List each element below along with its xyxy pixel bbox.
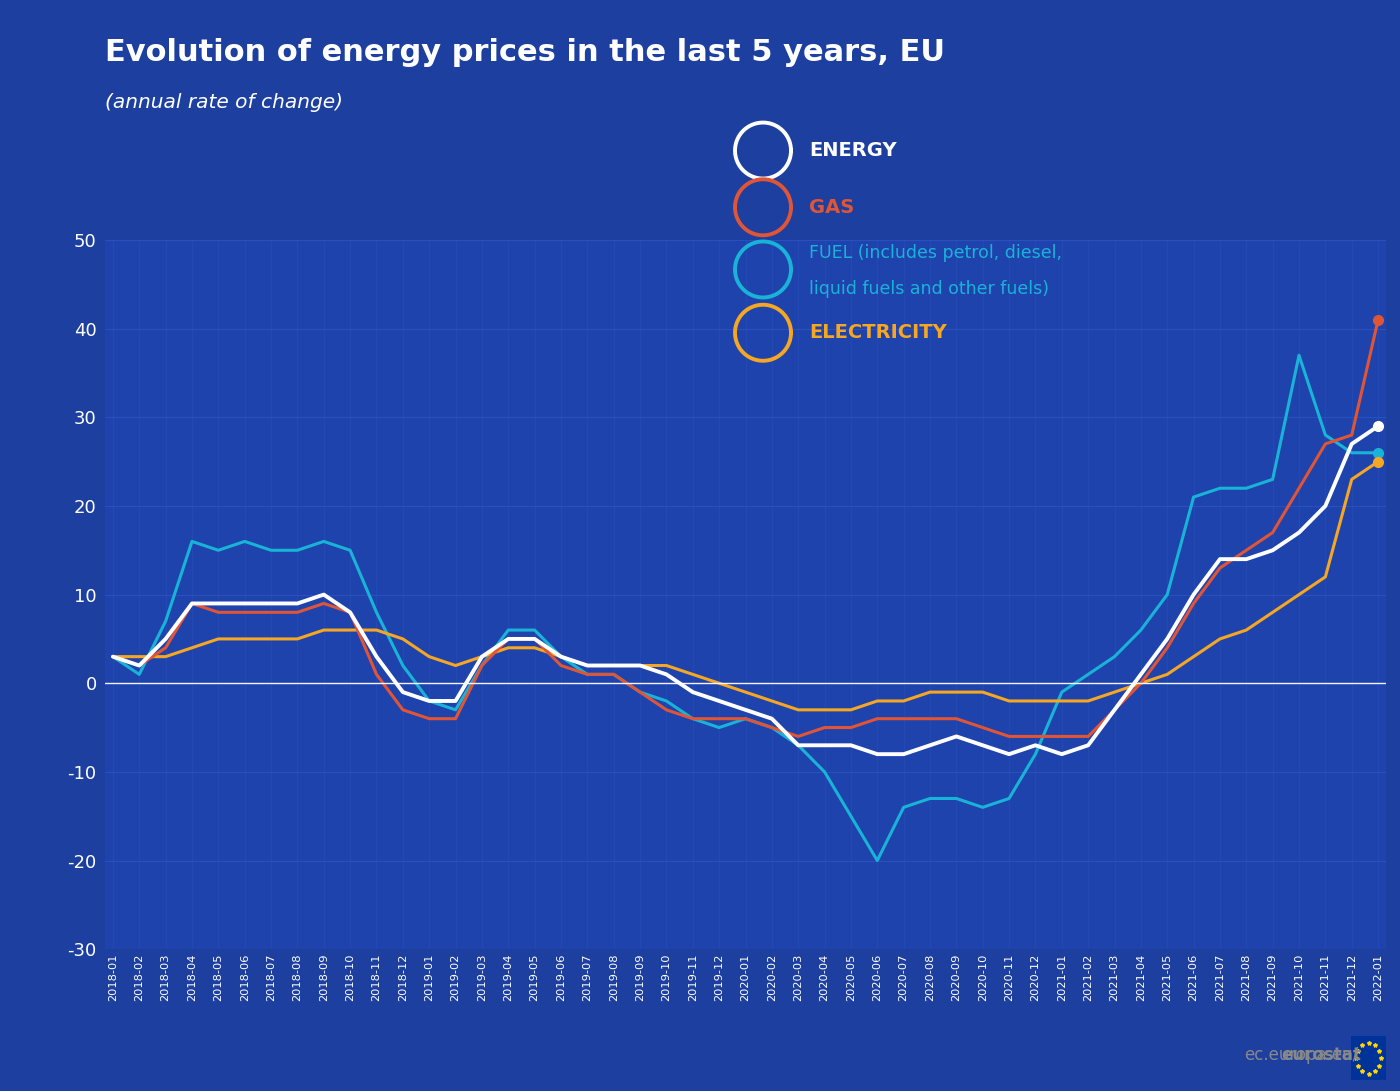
- Text: FUEL (includes petrol, diesel,: FUEL (includes petrol, diesel,: [809, 244, 1063, 262]
- Text: GAS: GAS: [809, 197, 854, 217]
- Text: (annual rate of change): (annual rate of change): [105, 93, 343, 111]
- Text: ELECTRICITY: ELECTRICITY: [809, 323, 946, 343]
- Text: ec.europa.eu/: ec.europa.eu/: [1243, 1046, 1358, 1064]
- Text: liquid fuels and other fuels): liquid fuels and other fuels): [809, 280, 1049, 298]
- Text: eurostat: eurostat: [1281, 1046, 1361, 1064]
- Text: Evolution of energy prices in the last 5 years, EU: Evolution of energy prices in the last 5…: [105, 38, 945, 68]
- Text: ENERGY: ENERGY: [809, 141, 897, 160]
